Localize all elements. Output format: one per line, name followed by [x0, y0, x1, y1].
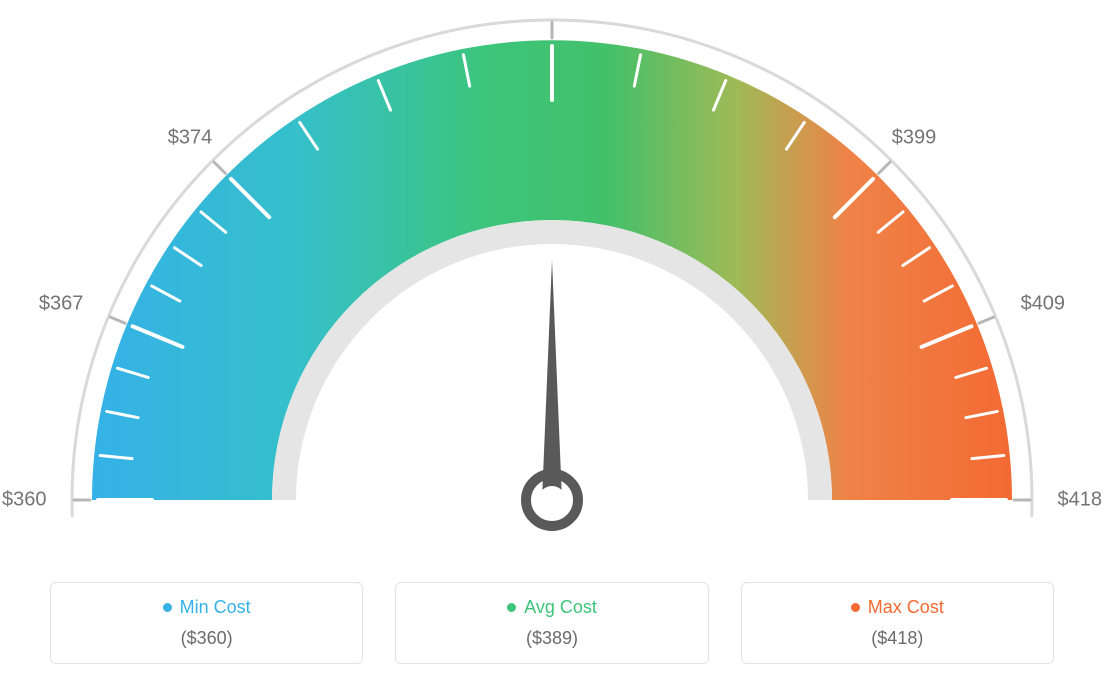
gauge-area: $360$367$374$389$399$409$418 [0, 0, 1104, 560]
dot-icon [507, 603, 516, 612]
gauge-svg [0, 0, 1104, 560]
gauge-tick-label: $409 [1021, 293, 1066, 316]
gauge-tick-label: $418 [1058, 489, 1103, 512]
legend-card-min: Min Cost ($360) [50, 582, 363, 664]
gauge-tick-label: $374 [168, 126, 213, 149]
legend-value-min: ($360) [59, 628, 354, 649]
chart-container: $360$367$374$389$399$409$418 Min Cost ($… [0, 0, 1104, 690]
gauge-tick-label: $367 [39, 293, 83, 316]
legend-label-text: Avg Cost [524, 597, 597, 618]
gauge-tick-label: $399 [892, 126, 937, 149]
legend-card-max: Max Cost ($418) [741, 582, 1054, 664]
legend-label-avg: Avg Cost [507, 597, 597, 618]
legend-label-min: Min Cost [163, 597, 251, 618]
legend-label-text: Min Cost [180, 597, 251, 618]
legend-row: Min Cost ($360) Avg Cost ($389) Max Cost… [50, 582, 1054, 664]
dot-icon [851, 603, 860, 612]
legend-label-max: Max Cost [851, 597, 944, 618]
gauge-tick-label: $360 [2, 489, 47, 512]
legend-value-max: ($418) [750, 628, 1045, 649]
legend-card-avg: Avg Cost ($389) [395, 582, 708, 664]
dot-icon [163, 603, 172, 612]
legend-label-text: Max Cost [868, 597, 944, 618]
legend-value-avg: ($389) [404, 628, 699, 649]
